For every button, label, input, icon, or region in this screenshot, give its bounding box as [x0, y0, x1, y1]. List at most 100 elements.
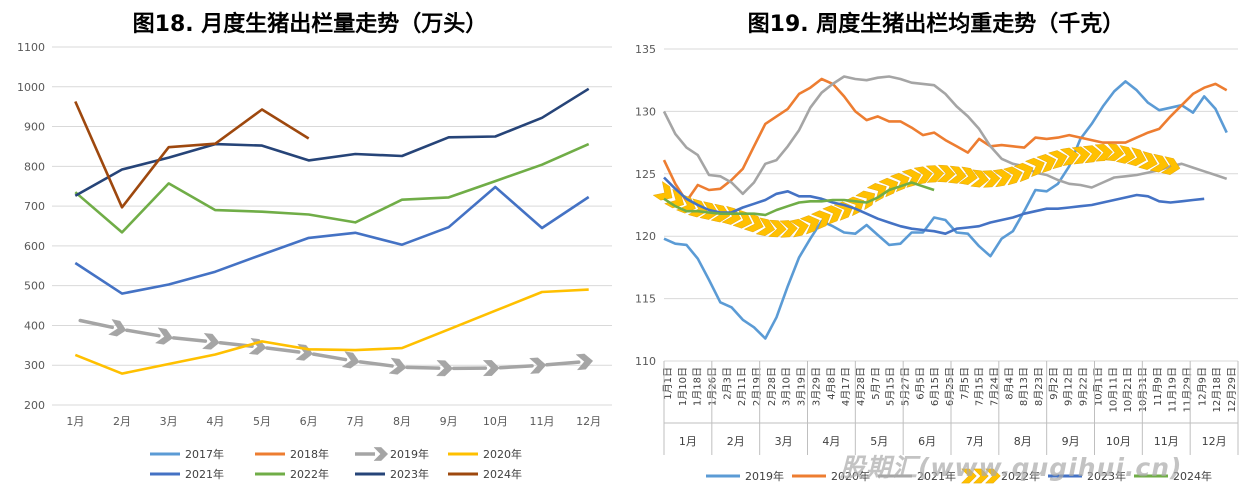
x-tick-label: 8月23日: [1033, 367, 1045, 406]
x-tick-label: 12月9日: [1196, 367, 1208, 406]
y-tick-label: 1000: [17, 81, 45, 94]
legend-label: 2021年: [917, 469, 956, 483]
arrow-marker: [855, 190, 876, 211]
arrow-marker: [958, 166, 978, 185]
y-tick-label: 125: [635, 168, 656, 181]
x-tick-label: 4月28日: [855, 367, 867, 406]
y-tick-label: 200: [24, 399, 45, 412]
arrow-marker: [1082, 145, 1102, 164]
arrow-marker: [341, 351, 360, 369]
x-tick-label: 1月: [66, 415, 84, 428]
series-2021年: [74, 185, 590, 295]
x-tick-label: 10月: [483, 415, 508, 428]
arrow-shaft: [358, 360, 394, 368]
x-tick-label: 3月: [160, 415, 178, 428]
x-tick-label: 10月21日: [1122, 367, 1134, 412]
x-tick-label: 2月11日: [736, 367, 748, 406]
legend-label: 2019年: [745, 469, 784, 483]
legend-label: 2021年: [185, 467, 224, 481]
x-tick-label: 7月5日: [959, 367, 971, 400]
arrow-shaft: [405, 365, 441, 370]
arrow-marker: [810, 210, 831, 230]
series-2021年: [662, 75, 1228, 196]
series-2019年: [663, 80, 1228, 340]
arrow-shaft: [265, 346, 301, 354]
x-tick-label: 1月1日: [662, 367, 674, 400]
month-label: 3月: [775, 435, 793, 448]
chart-title: 图18. 月度生猪出栏量走势（万头）: [132, 12, 488, 37]
x-tick-label: 10月31日: [1137, 367, 1149, 412]
arrow-marker: [970, 169, 990, 188]
arrow-marker: [248, 338, 267, 355]
arrow-marker: [1137, 151, 1158, 170]
legend-label: 2020年: [483, 447, 522, 461]
arrow-marker: [652, 181, 673, 201]
x-tick-label: 1月10日: [677, 367, 689, 406]
arrow-marker: [1013, 162, 1034, 183]
arrow-marker: [768, 219, 787, 238]
arrow-shaft: [545, 360, 581, 367]
month-label: 12月: [1202, 435, 1227, 448]
x-tick-label: 3月10日: [781, 367, 793, 406]
x-tick-label: 12月: [576, 415, 601, 428]
arrow-marker: [1105, 143, 1125, 162]
arrow-marker: [981, 170, 1001, 188]
legend-label: 2022年: [290, 467, 329, 481]
arrow-marker: [1115, 145, 1136, 164]
month-label: 10月: [1106, 435, 1131, 448]
month-label: 5月: [870, 435, 888, 448]
month-label: 8月: [1014, 435, 1032, 448]
series-2022年: [74, 142, 590, 234]
x-tick-label: 1月18日: [692, 367, 704, 406]
x-tick-label: 2月3日: [721, 367, 733, 400]
arrow-marker: [947, 165, 967, 184]
x-tick-label: 2月28日: [766, 367, 778, 406]
arrow-marker: [1002, 166, 1023, 186]
x-tick-label: 7月15日: [974, 367, 986, 406]
x-tick-label: 4月17日: [840, 367, 852, 406]
x-tick-label: 12月29日: [1226, 367, 1238, 412]
x-tick-label: 9月2日: [1048, 367, 1060, 400]
series-2020年: [74, 288, 589, 375]
x-tick-label: 11月9日: [1152, 367, 1164, 406]
arrow-marker: [789, 218, 809, 238]
x-tick-label: 8月4日: [1003, 367, 1015, 400]
legend-label: 2018年: [290, 447, 329, 461]
x-tick-label: 6月25日: [944, 367, 956, 406]
x-tick-label: 2月: [113, 415, 131, 428]
x-tick-label: 11月19日: [1167, 367, 1179, 412]
x-tick-label: 5月: [253, 415, 271, 428]
arrow-marker: [866, 183, 887, 203]
month-label: 1月: [679, 435, 697, 448]
x-tick-label: 4月: [206, 415, 224, 428]
x-tick-label: 5月15日: [885, 367, 897, 406]
arrow-marker: [202, 333, 220, 350]
series-2019年: [78, 318, 594, 377]
x-tick-label: 9月12日: [1063, 367, 1075, 406]
arrow-marker: [1126, 147, 1147, 167]
arrow-marker: [1071, 146, 1091, 165]
x-tick-label: 11月: [530, 415, 555, 428]
y-tick-label: 600: [24, 240, 45, 253]
y-tick-label: 900: [24, 121, 45, 134]
arrow-marker: [743, 213, 764, 233]
arrow-shaft: [498, 364, 534, 370]
arrow-marker: [936, 164, 956, 183]
x-tick-label: 3月29日: [810, 367, 822, 406]
series-2023年: [663, 176, 1205, 235]
x-tick-label: 7月: [346, 415, 364, 428]
arrow-marker: [985, 468, 1001, 484]
arrow-marker: [1036, 154, 1057, 174]
series-2023年: [74, 87, 590, 197]
x-tick-label: 8月13日: [1018, 367, 1030, 406]
arrow-shaft: [171, 336, 208, 343]
arrow-shaft: [311, 352, 348, 362]
arrow-marker: [1024, 157, 1045, 178]
monthly-output-chart: 200 300 400 500 600 700 800 900 1000 1100 1月 2月 3月 4月…: [17, 41, 612, 481]
y-tick-label: 500: [24, 280, 45, 293]
x-tick-label: 10月11日: [1107, 367, 1119, 412]
arrow-marker: [1094, 144, 1113, 162]
month-label: 6月: [918, 435, 936, 448]
legend-label: 2017年: [185, 447, 224, 461]
